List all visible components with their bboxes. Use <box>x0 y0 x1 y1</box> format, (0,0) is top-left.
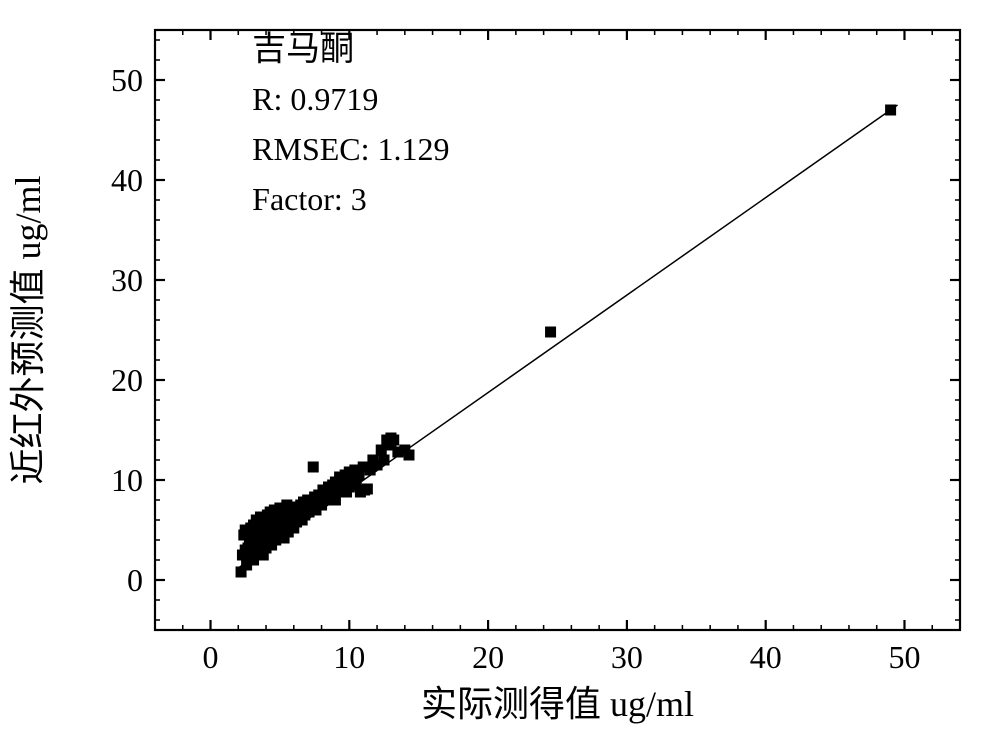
x-tick-label: 50 <box>888 639 920 675</box>
annotation-1: R: 0.9719 <box>252 81 378 117</box>
scatter-chart: 0 10 20 30 40 50 0 10 20 30 40 50 实际测得值 ug/ml 近红外预测值 … <box>0 0 1000 742</box>
annotation-3: Factor: 3 <box>252 181 367 217</box>
chart-svg: 0 10 20 30 40 50 0 10 20 30 40 50 实际测得值 ug/ml 近红外预测值 … <box>0 0 1000 742</box>
x-tick-label: 20 <box>472 639 504 675</box>
x-axis-label: 实际测得值 ug/ml <box>421 684 694 724</box>
y-tick-label: 10 <box>111 462 143 498</box>
y-tick-label: 40 <box>111 162 143 198</box>
data-point <box>545 327 556 338</box>
data-point <box>885 105 896 116</box>
y-tick-label: 30 <box>111 262 143 298</box>
x-tick-label: 0 <box>203 639 219 675</box>
y-tick-label: 20 <box>111 362 143 398</box>
data-point <box>362 484 373 495</box>
data-point <box>376 445 387 456</box>
data-point <box>379 455 390 466</box>
annotation-0: 吉马酮 <box>252 31 354 68</box>
data-point <box>308 462 319 473</box>
data-point <box>330 495 341 506</box>
annotation-2: RMSEC: 1.129 <box>252 131 449 167</box>
data-point <box>388 435 399 446</box>
data-point <box>403 450 414 461</box>
x-tick-label: 10 <box>333 639 365 675</box>
x-tick-label: 30 <box>611 639 643 675</box>
y-axis-label: 近红外预测值 ug/ml <box>8 175 48 484</box>
y-tick-label: 50 <box>111 62 143 98</box>
x-tick-label: 40 <box>750 639 782 675</box>
y-tick-label: 0 <box>127 562 143 598</box>
